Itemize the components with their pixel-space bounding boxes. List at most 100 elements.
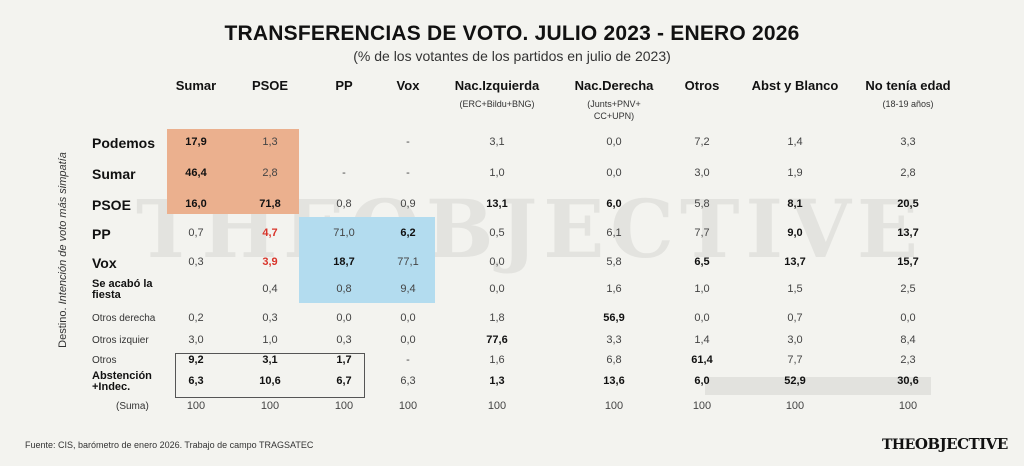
source-note: Fuente: CIS, barómetro de enero 2026. Tr… (25, 440, 314, 450)
table-cell: 6,7 (336, 375, 352, 387)
table-cell: 61,4 (691, 354, 713, 366)
table-cell: 2,5 (900, 283, 916, 295)
row-label: Podemos (92, 135, 156, 151)
table-cell: 3,3 (900, 136, 916, 148)
table-cell: 6,1 (606, 227, 622, 239)
row-axis-label-prefix: Destino. (57, 304, 69, 348)
table-cell: 71,8 (259, 198, 281, 210)
table-cell: 1,5 (787, 283, 803, 295)
table-cell: 30,6 (897, 375, 919, 387)
table-cell: 100 (186, 400, 206, 412)
table-cell: 13,6 (603, 375, 625, 387)
table-cell: 0,0 (694, 312, 710, 324)
table-cell: 9,2 (188, 354, 204, 366)
table-cell: 100 (398, 400, 418, 412)
table-cell: 6,3 (400, 375, 416, 387)
column-header: No tenía edad (865, 78, 951, 93)
table-cell: 20,5 (897, 198, 919, 210)
table-cell: 9,0 (787, 227, 803, 239)
table-cell: 0,7 (188, 227, 204, 239)
table-cell: 0,0 (400, 312, 416, 324)
table-cell: 77,1 (397, 256, 419, 268)
table-cell: 100 (604, 400, 624, 412)
table-cell: 0,7 (787, 312, 803, 324)
table-cell: 1,6 (489, 354, 505, 366)
table-cell: 16,0 (185, 198, 207, 210)
table-cell: 5,8 (606, 256, 622, 268)
table-cell: 100 (898, 400, 918, 412)
grey-highlight-band (705, 377, 931, 395)
column-header: Nac.Izquierda (454, 78, 540, 93)
brand-logo: THEOBJECTIVE (882, 435, 1008, 453)
chart-title: TRANSFERENCIAS DE VOTO. JULIO 2023 - ENE… (224, 22, 800, 45)
column-header: Vox (396, 78, 420, 93)
table-cell: 0,8 (336, 283, 352, 295)
table-cell: 0,0 (336, 312, 352, 324)
row-label: Otros derecha (92, 313, 156, 324)
column-header: Abst y Blanco (751, 78, 839, 93)
column-subheader: (ERC+Bildu+BNG) (459, 99, 535, 109)
boxed-region (175, 353, 365, 398)
column-header: PSOE (251, 78, 289, 93)
table-cell: 3,0 (694, 167, 710, 179)
table-cell: 1,3 (489, 375, 505, 387)
table-cell: - (342, 167, 346, 179)
table-cell: 3,1 (262, 354, 278, 366)
row-label: PP (92, 226, 111, 242)
table-cell: 100 (487, 400, 507, 412)
table-cell: 10,6 (259, 375, 281, 387)
table-cell: - (406, 167, 410, 179)
table-cell: 2,8 (900, 167, 916, 179)
table-cell: 3,0 (787, 334, 803, 346)
table-cell: 6,8 (606, 354, 622, 366)
table-cell: 1,7 (336, 354, 352, 366)
table-cell: 2,8 (262, 167, 278, 179)
table-cell: 46,4 (185, 167, 207, 179)
table-cell: 100 (260, 400, 280, 412)
table-cell: 9,4 (400, 283, 416, 295)
row-label: Otros izquier (92, 335, 149, 346)
table-cell: 100 (785, 400, 805, 412)
table-cell: 6,3 (188, 375, 204, 387)
table-cell: 1,6 (606, 283, 622, 295)
column-subheader: (18-19 años) (882, 99, 934, 109)
table-cell: 13,1 (486, 198, 508, 210)
table-cell: 0,0 (606, 167, 622, 179)
table-cell: 0,0 (489, 283, 505, 295)
table-cell: 3,9 (262, 256, 278, 268)
table-cell: 13,7 (784, 256, 806, 268)
table-cell: 6,0 (606, 198, 622, 210)
table-cell: 100 (692, 400, 712, 412)
table-cell: 8,1 (787, 198, 803, 210)
table-cell: 0,4 (262, 283, 278, 295)
table-cell: - (406, 136, 410, 148)
table-cell: 1,4 (694, 334, 710, 346)
table-cell: 0,0 (489, 256, 505, 268)
column-header: PP (335, 78, 353, 93)
table-cell: 3,3 (606, 334, 622, 346)
table-cell: 13,7 (897, 227, 919, 239)
column-subheader: (Junts+PNV+ CC+UPN) (587, 99, 641, 121)
table-cell: 6,2 (400, 227, 416, 239)
table-cell: 3,1 (489, 136, 505, 148)
table-cell: 0,0 (900, 312, 916, 324)
table-cell: 100 (334, 400, 354, 412)
table-cell: 0,0 (606, 136, 622, 148)
table-cell: 7,7 (787, 354, 803, 366)
row-label: Abstención +Indec. (92, 370, 152, 393)
table-cell: 0,3 (188, 256, 204, 268)
logo-objective: OBJECTIVE (914, 435, 1008, 453)
row-axis-label-italic: Intención de voto más simpatía (57, 152, 69, 305)
table-cell: 18,7 (333, 256, 355, 268)
table-cell: 8,4 (900, 334, 916, 346)
chart-subtitle: (% de los votantes de los partidos en ju… (353, 48, 671, 64)
table-cell: 4,7 (262, 227, 278, 239)
row-label: Vox (92, 255, 117, 271)
row-label: (Suma) (116, 401, 149, 412)
row-label: Otros (92, 355, 117, 366)
column-header: Nac.Derecha (574, 78, 654, 93)
row-label: PSOE (92, 197, 131, 213)
table-cell: 0,2 (188, 312, 204, 324)
table-cell: 0,3 (262, 312, 278, 324)
table-cell: 1,0 (489, 167, 505, 179)
